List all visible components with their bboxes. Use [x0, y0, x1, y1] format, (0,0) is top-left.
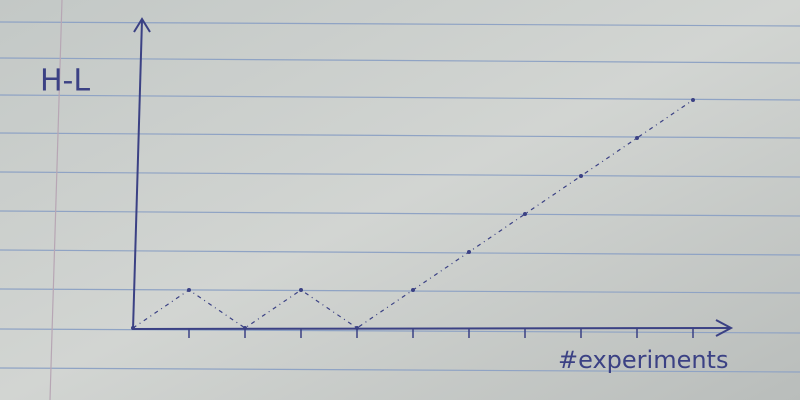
axes	[132, 17, 734, 337]
data-point	[411, 288, 415, 292]
y-axis-label: H-L	[40, 64, 90, 99]
data-point	[299, 288, 303, 292]
data-point	[579, 174, 583, 178]
data-point	[243, 326, 247, 330]
data-point	[131, 326, 135, 330]
x-axis-label: #experiments	[558, 346, 728, 374]
data-point	[467, 250, 471, 254]
data-point	[523, 212, 527, 216]
data-point	[187, 288, 191, 292]
data-point	[635, 136, 639, 140]
data-point	[691, 98, 695, 102]
data-point	[355, 326, 359, 330]
